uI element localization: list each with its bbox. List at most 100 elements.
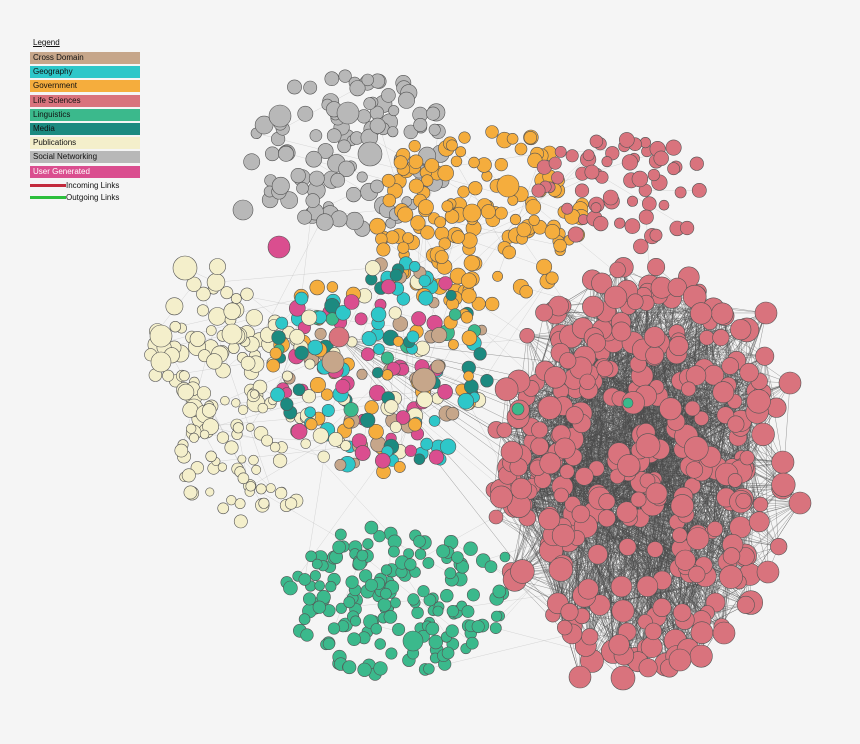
dataset-node [373,343,385,355]
dataset-node [510,477,532,500]
dataset-node [525,199,542,215]
dataset-node [603,285,628,309]
dataset-node [369,217,386,235]
dataset-node [647,168,661,182]
dataset-node [460,311,474,324]
dataset-node [510,559,535,584]
dataset-node [418,274,431,287]
dataset-node [458,131,471,144]
dataset-node [343,402,359,418]
dataset-node [285,497,298,510]
dataset-node [574,467,594,486]
dataset-node [308,170,325,187]
dataset-node [727,473,743,488]
dataset-node [283,580,298,596]
link-edge [658,295,736,481]
dataset-node [445,406,460,421]
dataset-node [337,139,351,154]
dataset-node [261,434,273,447]
dataset-node [169,321,182,333]
dataset-node [250,389,260,399]
dataset-node [416,391,433,408]
dataset-node [610,665,636,691]
dataset-node [598,509,616,528]
dataset-node [668,648,692,672]
dataset-node [582,149,595,162]
dataset-node [471,296,486,311]
dataset-node [468,181,483,196]
dataset-node [665,139,682,156]
legend-label: Outgoing Links [66,192,120,202]
dataset-node [538,508,561,531]
dataset-node [385,647,398,660]
dataset-node [181,468,196,483]
dataset-node [335,602,347,614]
dataset-node [407,593,420,606]
dataset-node [593,216,609,232]
dataset-node [614,217,626,229]
dataset-node [265,483,276,493]
dataset-node [496,422,513,439]
dataset-node [408,178,424,194]
dataset-node [311,558,323,570]
legend-label: Incoming Links [66,180,120,190]
dataset-node [463,370,474,382]
dataset-node [243,153,261,171]
dataset-node [206,325,217,336]
dataset-node [354,445,371,461]
dataset-node [686,527,710,551]
dataset-node [602,189,619,206]
dataset-node [370,306,387,323]
dataset-node [771,472,796,497]
dataset-node [494,377,519,402]
legend-item-user-generated: User Generated [30,165,140,178]
legend-item-cross-domain: Cross Domain [30,52,140,64]
dataset-node [428,123,441,136]
dataset-node [335,305,351,321]
dataset-node [217,502,229,515]
dataset-node [649,228,663,242]
dataset-node [231,398,241,408]
dataset-node [325,580,337,593]
dataset-node [418,290,434,306]
dataset-node [622,397,634,409]
dataset-node [273,453,288,468]
dataset-node [321,403,335,417]
dataset-node [544,224,561,240]
dataset-node [428,415,441,427]
dataset-node [281,370,293,382]
dataset-node [420,225,435,240]
dataset-node [413,535,426,548]
dataset-node [354,312,368,326]
dataset-node [417,199,434,216]
dataset-node [356,171,368,183]
dataset-node [300,438,311,449]
legend-item-geography: Geography [30,66,140,79]
dataset-node [551,523,575,547]
dataset-node [509,213,522,226]
dataset-node [408,417,422,432]
dataset-node [465,636,479,650]
dataset-node [364,260,381,276]
dataset-node [196,286,211,302]
dataset-node [535,303,554,322]
dataset-node [461,605,475,618]
link-edge [327,374,388,431]
dataset-node [668,335,689,356]
dataset-node [445,289,457,301]
dataset-node [404,444,417,457]
dataset-node [683,436,709,461]
dataset-node [328,326,350,348]
dataset-node [440,588,454,603]
dataset-node [511,402,525,416]
dataset-node [409,261,421,273]
dataset-node [670,494,694,518]
dataset-node [587,544,608,565]
dataset-node [496,174,520,198]
link-edge [208,417,301,427]
dataset-node [548,557,573,582]
dataset-node [290,168,306,184]
dataset-node [748,511,770,533]
dataset-node [671,527,688,544]
dataset-node [494,206,508,220]
